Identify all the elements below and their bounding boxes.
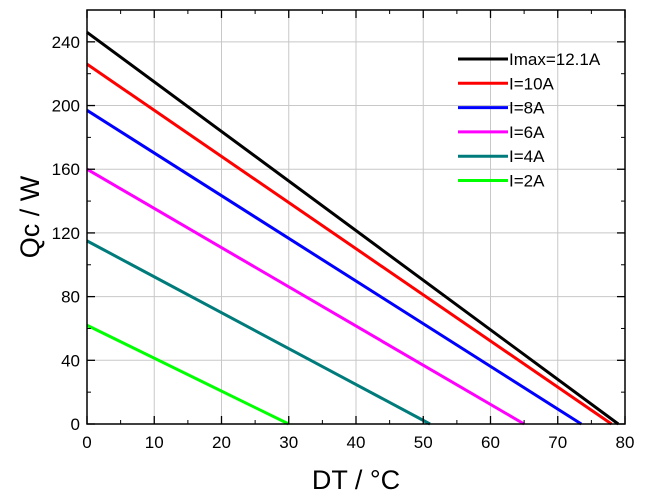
x-axis-label: DT / °C <box>312 465 400 495</box>
legend-label: I=10A <box>509 74 555 93</box>
x-tick-label: 80 <box>616 433 635 452</box>
series-line <box>86 109 583 426</box>
y-tick-label: 0 <box>71 415 80 434</box>
y-axis-label: Qc / W <box>15 175 45 258</box>
y-tick-label: 200 <box>52 97 80 116</box>
legend-label: I=4A <box>509 147 545 166</box>
series-line <box>86 62 613 426</box>
x-tick-label: 50 <box>414 433 433 452</box>
x-tick-label: 20 <box>212 433 231 452</box>
series-lines <box>86 31 620 426</box>
series-line <box>86 31 620 426</box>
legend: Imax=12.1A I=10A I=8A I=6A I=4A I=2A <box>458 50 601 191</box>
grid-lines <box>87 10 625 424</box>
legend-label: I=8A <box>509 99 545 118</box>
legend-label: Imax=12.1A <box>509 50 601 69</box>
x-tick-label: 30 <box>279 433 298 452</box>
legend-label: I=6A <box>509 123 545 142</box>
y-tick-label: 80 <box>61 288 80 307</box>
axis-ticks <box>86 10 626 425</box>
series-line <box>86 323 290 426</box>
y-tick-label: 240 <box>52 33 80 52</box>
x-tick-label: 0 <box>82 433 91 452</box>
y-tick-label: 40 <box>61 351 80 370</box>
x-tick-label: 10 <box>145 433 164 452</box>
y-tick-label: 120 <box>52 224 80 243</box>
x-tick-label: 70 <box>548 433 567 452</box>
y-tick-label: 160 <box>52 160 80 179</box>
x-tick-label: 40 <box>347 433 366 452</box>
series-line <box>86 167 525 426</box>
legend-label: I=2A <box>509 172 545 191</box>
series-line <box>86 239 431 426</box>
x-tick-label: 60 <box>481 433 500 452</box>
tick-labels: 0 10 20 30 40 50 60 70 80 0 40 80 120 160 200 240 <box>52 33 635 452</box>
